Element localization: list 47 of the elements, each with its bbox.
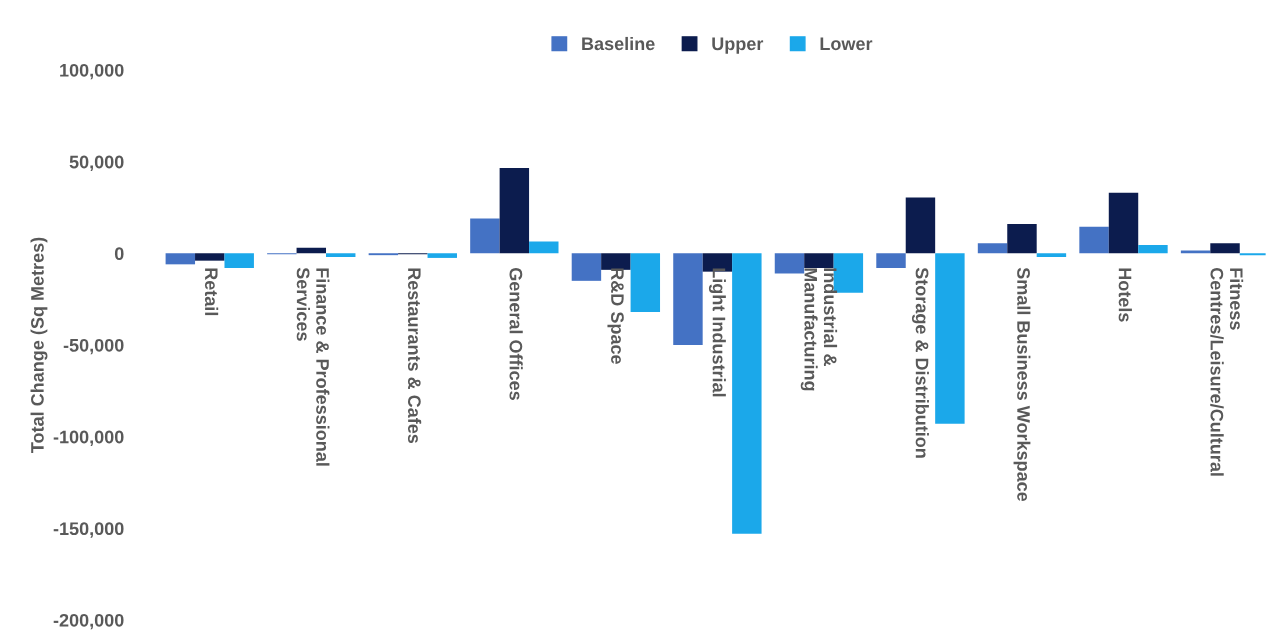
legend-label: Upper xyxy=(712,37,764,54)
bar xyxy=(165,253,196,265)
bar xyxy=(630,253,661,312)
bar xyxy=(732,253,762,534)
bar xyxy=(499,168,530,254)
bar xyxy=(1108,192,1139,254)
bar xyxy=(1138,245,1168,254)
bar xyxy=(673,253,703,345)
bar xyxy=(1210,243,1240,254)
y-tick-label: -200,000 xyxy=(53,613,124,630)
bar xyxy=(195,253,225,261)
bar xyxy=(977,243,1008,254)
x-tick-label: Restaurants & Cafes xyxy=(407,268,422,444)
bar xyxy=(470,218,500,254)
x-tick-label: Industrial & Manufacturing xyxy=(800,268,838,391)
bar xyxy=(905,197,936,254)
y-tick-label: -150,000 xyxy=(53,522,124,538)
bar xyxy=(571,253,602,281)
bar xyxy=(935,253,965,424)
legend-label: Baseline xyxy=(582,36,655,51)
x-tick-label: Light Industrial xyxy=(708,268,726,397)
bar xyxy=(224,253,254,268)
y-tick-label: 100,000 xyxy=(60,63,124,80)
bar xyxy=(326,253,356,257)
bar xyxy=(601,253,631,270)
bar xyxy=(296,247,327,254)
x-tick-label: Fitness Centres/Leisure/Cultural xyxy=(1210,267,1244,476)
bar xyxy=(804,253,834,268)
legend-label: Lower xyxy=(820,37,873,51)
bar xyxy=(529,241,559,254)
bar xyxy=(427,253,457,258)
y-tick-label: -50,000 xyxy=(63,338,124,355)
x-tick-label: Finance & Professional Services xyxy=(296,267,330,466)
x-tick-label: Hotels xyxy=(1118,268,1132,322)
bar xyxy=(876,253,906,268)
x-tick-label: Retail xyxy=(204,268,219,316)
y-tick-label: 50,000 xyxy=(69,155,124,171)
bar xyxy=(1079,226,1109,254)
x-tick-label: Small Business Workspace xyxy=(1013,267,1031,502)
x-tick-label: R&D Space xyxy=(607,268,624,364)
bar xyxy=(1036,253,1067,257)
x-tick-label: General Offices xyxy=(509,267,523,400)
bar xyxy=(1007,224,1037,254)
y-tick-label: -100,000 xyxy=(53,430,124,446)
y-tick-label: 0 xyxy=(114,247,124,261)
x-tick-label: Storage & Distribution xyxy=(911,267,929,458)
y-axis-title: Total Change (Sq Metres) xyxy=(30,237,48,453)
